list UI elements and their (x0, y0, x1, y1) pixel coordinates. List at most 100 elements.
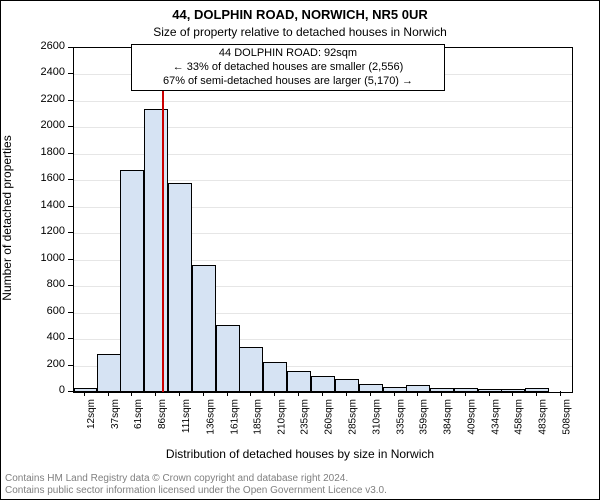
histogram-bar (216, 325, 240, 392)
y-tick (68, 206, 73, 207)
x-tick (465, 391, 466, 396)
x-tick (179, 391, 180, 396)
histogram-bar (406, 385, 430, 392)
y-tick (68, 232, 73, 233)
x-tick (84, 391, 85, 396)
y-tick (68, 47, 73, 48)
x-tick-label: 335sqm (396, 399, 407, 435)
histogram-bar (192, 265, 216, 392)
gridline-h (74, 101, 572, 102)
x-tick-label: 409sqm (467, 399, 478, 435)
credit-line-2: Contains public sector information licen… (5, 485, 387, 496)
histogram-bar (359, 384, 383, 392)
histogram-bar (168, 183, 192, 392)
y-tick-label: 600 (1, 305, 65, 317)
y-tick (68, 391, 73, 392)
y-tick-label: 2400 (1, 66, 65, 78)
chart-subtitle: Size of property relative to detached ho… (1, 25, 599, 39)
histogram-bar (430, 388, 454, 392)
y-tick-label: 400 (1, 331, 65, 343)
credit-line-1: Contains HM Land Registry data © Crown c… (5, 473, 348, 484)
x-tick-label: 111sqm (181, 399, 192, 433)
histogram-bar (263, 362, 287, 392)
x-tick-label: 310sqm (372, 399, 383, 435)
y-tick (68, 153, 73, 154)
histogram-bar (478, 389, 502, 392)
x-tick-label: 260sqm (324, 399, 335, 435)
y-tick-label: 800 (1, 278, 65, 290)
histogram-bar (525, 388, 549, 392)
x-tick-label: 384sqm (443, 399, 454, 435)
x-tick (512, 391, 513, 396)
histogram-bar (120, 170, 144, 392)
x-tick (536, 391, 537, 396)
marker-line (162, 48, 164, 392)
x-tick (203, 391, 204, 396)
x-tick-label: 86sqm (157, 399, 168, 429)
x-tick-label: 185sqm (252, 399, 263, 435)
y-tick-label: 1800 (1, 146, 65, 158)
plot-area (73, 47, 573, 393)
x-tick-label: 161sqm (229, 399, 240, 435)
x-tick (274, 391, 275, 396)
y-tick-label: 2600 (1, 40, 65, 52)
histogram-bar (144, 109, 168, 392)
histogram-bar (335, 379, 359, 392)
y-tick (68, 126, 73, 127)
x-tick (370, 391, 371, 396)
x-tick-label: 61sqm (133, 399, 144, 429)
histogram-bar (287, 371, 311, 392)
x-tick-label: 458sqm (514, 399, 525, 435)
x-tick (155, 391, 156, 396)
y-tick (68, 365, 73, 366)
y-tick-label: 0 (1, 384, 65, 396)
x-tick-label: 285sqm (348, 399, 359, 435)
x-tick (417, 391, 418, 396)
y-tick-label: 200 (1, 358, 65, 370)
histogram-bar (383, 387, 407, 392)
y-tick (68, 100, 73, 101)
callout-line-2: ← 33% of detached houses are smaller (2,… (138, 61, 438, 75)
x-tick-label: 483sqm (538, 399, 549, 435)
x-tick (250, 391, 251, 396)
x-tick-label: 359sqm (419, 399, 430, 435)
chart-title: 44, DOLPHIN ROAD, NORWICH, NR5 0UR (1, 7, 599, 22)
x-tick-label: 136sqm (205, 399, 216, 435)
x-tick-label: 210sqm (276, 399, 287, 435)
x-tick (322, 391, 323, 396)
y-tick (68, 259, 73, 260)
x-tick (108, 391, 109, 396)
x-tick (489, 391, 490, 396)
x-tick (346, 391, 347, 396)
x-tick (227, 391, 228, 396)
x-tick-label: 434sqm (491, 399, 502, 435)
y-tick-label: 2200 (1, 93, 65, 105)
callout-line-3: 67% of semi-detached houses are larger (… (138, 75, 438, 89)
histogram-bar (74, 388, 98, 392)
histogram-bar (311, 376, 335, 392)
y-tick-label: 1200 (1, 225, 65, 237)
x-tick-label: 37sqm (110, 399, 121, 429)
y-tick-label: 2000 (1, 119, 65, 131)
y-tick (68, 73, 73, 74)
y-tick-label: 1600 (1, 172, 65, 184)
callout-line-1: 44 DOLPHIN ROAD: 92sqm (138, 47, 438, 61)
x-tick (560, 391, 561, 396)
x-tick-label: 508sqm (562, 399, 573, 435)
histogram-bar (239, 347, 263, 392)
x-tick (131, 391, 132, 396)
histogram-bar (501, 389, 525, 392)
x-tick-label: 12sqm (87, 399, 98, 429)
x-tick-label: 235sqm (300, 399, 311, 435)
x-axis-title: Distribution of detached houses by size … (1, 447, 599, 461)
y-tick (68, 312, 73, 313)
chart-container: { "chart": { "type": "histogram", "title… (0, 0, 600, 500)
histogram-bar (454, 388, 478, 392)
x-tick (298, 391, 299, 396)
histogram-bar (97, 354, 121, 392)
y-tick-label: 1400 (1, 199, 65, 211)
y-tick (68, 338, 73, 339)
y-tick (68, 285, 73, 286)
callout-box: 44 DOLPHIN ROAD: 92sqm ← 33% of detached… (131, 44, 445, 91)
x-tick (394, 391, 395, 396)
